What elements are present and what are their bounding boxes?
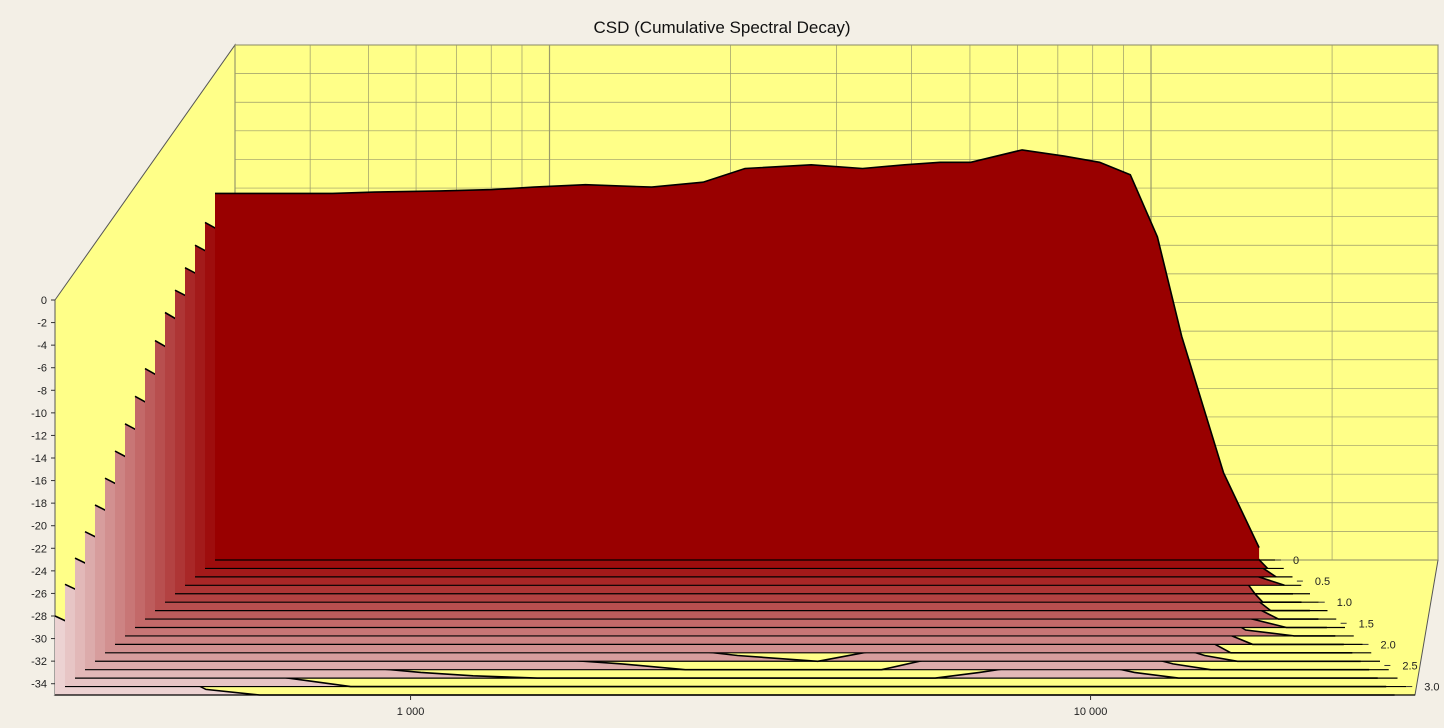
y-tick-label: -16 (31, 476, 47, 488)
y-tick-label: -24 (31, 566, 47, 578)
y-tick-label: -14 (31, 453, 47, 465)
z-tick-label: 1.0 (1337, 597, 1352, 609)
y-tick-label: -2 (37, 318, 47, 330)
z-tick-label: 1.5 (1359, 618, 1374, 630)
z-tick-label: 0 (1293, 555, 1299, 567)
z-tick-label: 0.5 (1315, 576, 1330, 588)
y-tick-label: -20 (31, 521, 47, 533)
slice-line (215, 149, 1260, 548)
y-tick-label: -18 (31, 498, 47, 510)
y-tick-label: -8 (37, 385, 47, 397)
y-axis: 0 -2 -4 -6 -8 -10 -12 -14 -16 -18 -20 -22 -24 -26 -28 -… (31, 295, 55, 691)
z-tick-label: 2.0 (1381, 639, 1396, 651)
x-tick-label: 10 000 (1074, 706, 1108, 718)
y-tick-label: -26 (31, 588, 47, 600)
y-tick-label: -4 (37, 340, 47, 352)
z-tick-label: 2.5 (1402, 660, 1417, 672)
chart-title: CSD (Cumulative Spectral Decay) (593, 18, 851, 37)
y-tick-label: -34 (31, 679, 47, 691)
y-tick-label: -30 (31, 634, 47, 646)
z-tick-label: 3.0 (1424, 682, 1439, 694)
y-tick-label: -28 (31, 611, 47, 623)
y-tick-label: -32 (31, 656, 47, 668)
z-axis: 0 0.5 1.0 1.5 2.0 2.5 3.0 (1275, 555, 1440, 694)
slices (54, 149, 1415, 696)
y-tick-label: -22 (31, 543, 47, 555)
slice-area (215, 149, 1260, 560)
x-tick-label: 1 000 (397, 706, 425, 718)
y-tick-label: 0 (41, 295, 47, 307)
y-tick-label: -12 (31, 430, 47, 442)
y-tick-label: -10 (31, 408, 47, 420)
x-axis: 1 000 10 000 (397, 695, 1108, 718)
y-tick-label: -6 (37, 363, 47, 375)
